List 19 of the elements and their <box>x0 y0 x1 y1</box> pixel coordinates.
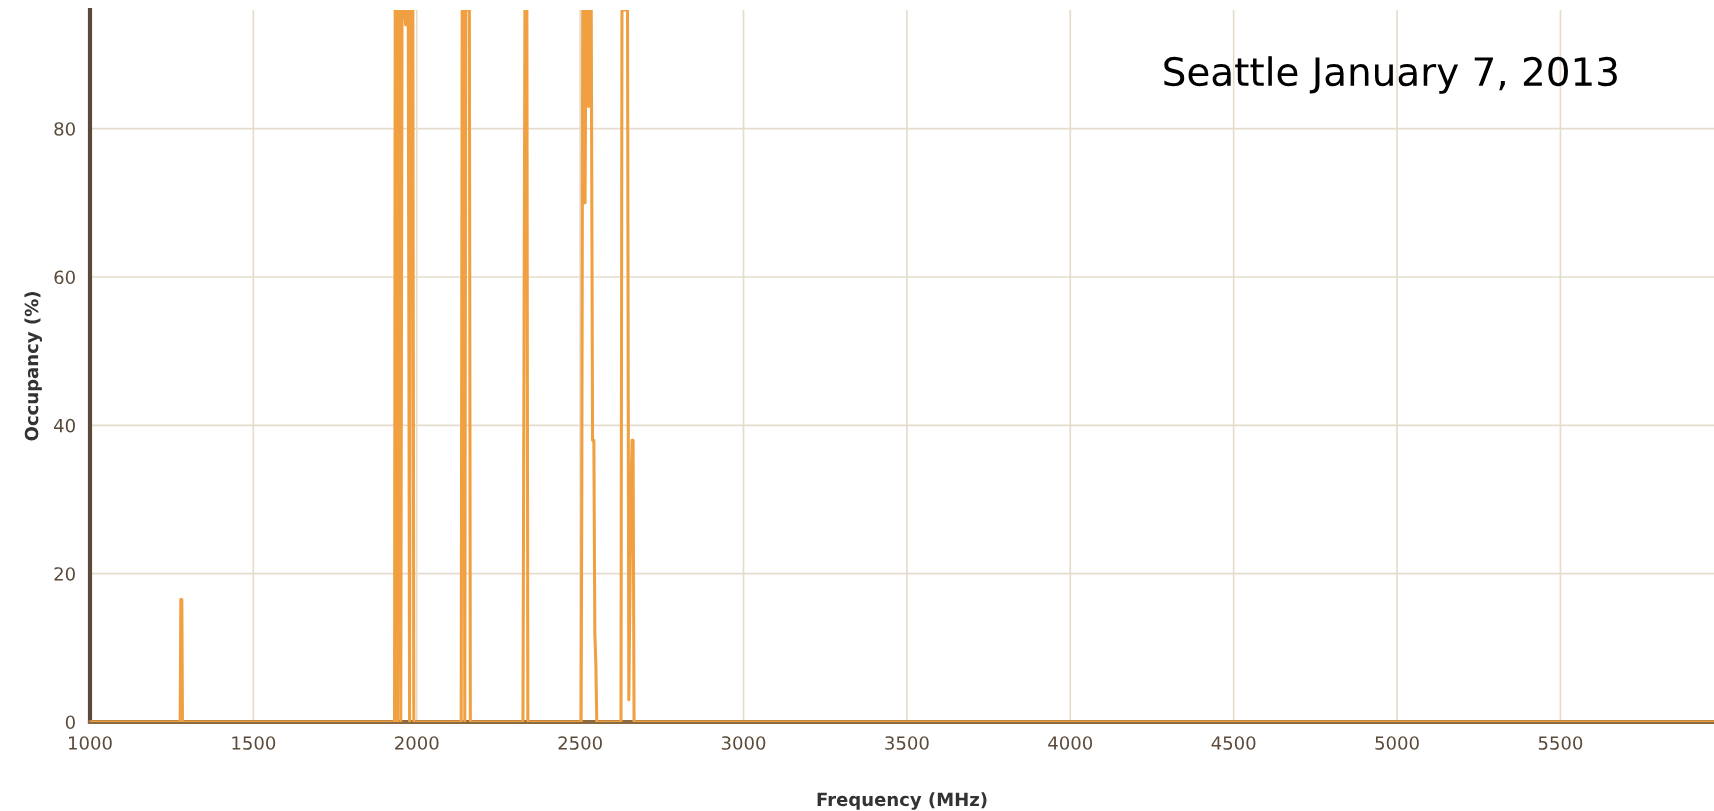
x-tick-label: 2500 <box>558 736 602 750</box>
line-series <box>90 10 1714 722</box>
y-tick-label: 20 <box>54 567 75 581</box>
x-tick-label: 2000 <box>395 736 439 750</box>
annotation: Seattle January 7, 2013 <box>1164 56 1617 94</box>
x-tick-label: 1000 <box>69 736 112 750</box>
x-tick-label: 1500 <box>232 736 276 750</box>
x-axis-title: Frequency (MHz) <box>817 792 987 810</box>
x-tick-label: 5500 <box>1538 736 1583 750</box>
y-tick-label: 60 <box>54 270 75 285</box>
y-tick-label: 0 <box>65 715 75 730</box>
y-axis-title: Occupancy (%) <box>24 292 42 441</box>
x-tick-label: 4000 <box>1048 736 1093 750</box>
y-tick-label: 80 <box>54 122 75 136</box>
x-tick-label: 3500 <box>885 736 929 750</box>
y-tick-label: 40 <box>54 418 75 433</box>
x-tick-label: 4500 <box>1211 736 1256 750</box>
x-tick-label: 5000 <box>1375 736 1419 750</box>
x-tick-label: 3000 <box>721 736 766 750</box>
